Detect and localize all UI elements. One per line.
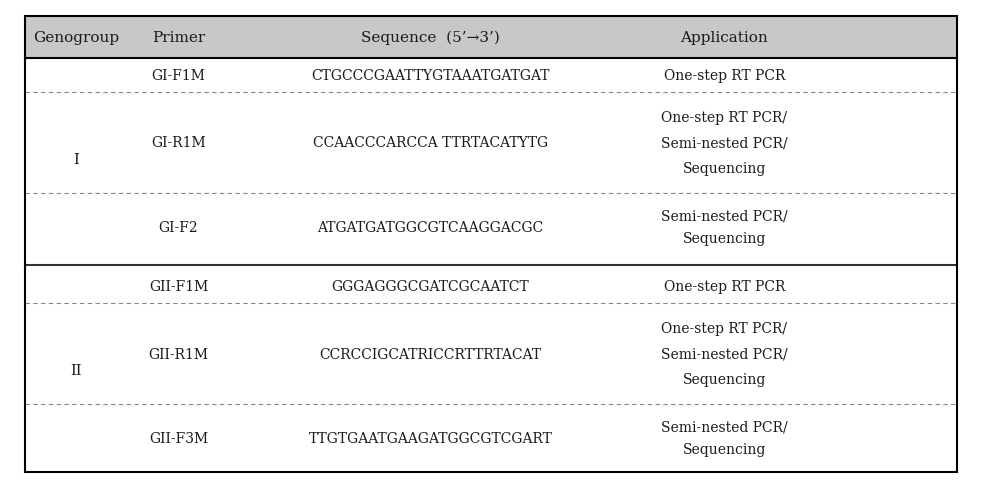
Text: GI-F2: GI-F2 [159, 221, 198, 234]
Text: Sequencing: Sequencing [682, 372, 766, 386]
Text: One-step RT PCR/: One-step RT PCR/ [661, 111, 788, 125]
Text: II: II [70, 363, 82, 378]
Text: Sequencing: Sequencing [682, 442, 766, 456]
Text: CTGCCCGAATTYGTAAATGATGAT: CTGCCCGAATTYGTAAATGATGAT [311, 69, 550, 83]
Text: Sequencing: Sequencing [682, 162, 766, 175]
Text: GII-R1M: GII-R1M [148, 347, 208, 361]
Text: GII-F1M: GII-F1M [149, 279, 208, 293]
Text: Sequencing: Sequencing [682, 232, 766, 246]
Text: One-step RT PCR: One-step RT PCR [664, 279, 785, 293]
Text: I: I [73, 153, 79, 167]
Text: GI-F1M: GI-F1M [151, 69, 205, 83]
Text: CCRCCIGCATRICCRTTRTACAT: CCRCCIGCATRICCRTTRTACAT [319, 347, 541, 361]
Text: TTGTGAATGAAGATGGCGTCGART: TTGTGAATGAAGATGGCGTCGART [308, 431, 552, 445]
Text: Semi-nested PCR/: Semi-nested PCR/ [661, 420, 788, 434]
Text: GII-F3M: GII-F3M [149, 431, 208, 445]
Text: CCAACCCARCCA TTRTACATYTG: CCAACCCARCCA TTRTACATYTG [313, 136, 548, 150]
Text: Sequence  (5’→3’): Sequence (5’→3’) [361, 30, 500, 45]
Text: ATGATGATGGCGTCAAGGACGC: ATGATGATGGCGTCAAGGACGC [317, 221, 543, 234]
Text: Primer: Primer [152, 31, 205, 45]
Text: GI-R1M: GI-R1M [151, 136, 206, 150]
Text: Genogroup: Genogroup [32, 31, 119, 45]
Text: Semi-nested PCR/: Semi-nested PCR/ [661, 347, 788, 361]
Bar [25, 17, 957, 59]
Text: GGGAGGGCGATCGCAATCT: GGGAGGGCGATCGCAATCT [332, 279, 529, 293]
Text: Semi-nested PCR/: Semi-nested PCR/ [661, 136, 788, 150]
Text: One-step RT PCR: One-step RT PCR [664, 69, 785, 83]
Text: Semi-nested PCR/: Semi-nested PCR/ [661, 209, 788, 223]
Text: One-step RT PCR/: One-step RT PCR/ [661, 321, 788, 335]
Text: Application: Application [681, 31, 768, 45]
